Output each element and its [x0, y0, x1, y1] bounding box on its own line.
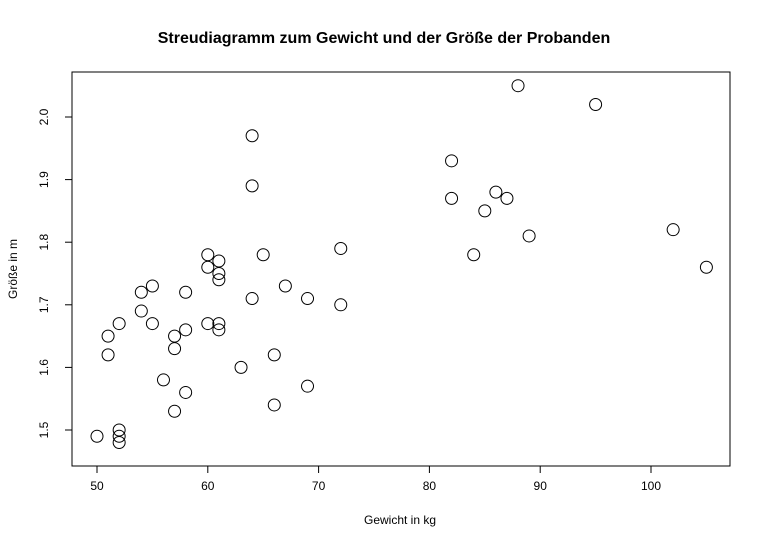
data-point — [201, 317, 215, 331]
data-point — [478, 204, 492, 218]
data-point — [256, 248, 270, 262]
data-point — [445, 191, 459, 205]
data-point — [666, 223, 680, 237]
x-tick-label: 70 — [312, 479, 326, 493]
chart-title: Streudiagramm zum Gewicht und der Größe … — [157, 30, 611, 47]
data-point — [489, 185, 503, 199]
data-point — [179, 323, 193, 337]
data-point — [212, 273, 226, 287]
data-point — [445, 154, 459, 168]
data-points — [90, 79, 713, 450]
data-point — [301, 292, 315, 306]
data-point — [179, 385, 193, 399]
x-tick-label: 80 — [423, 479, 437, 493]
x-tick-label: 100 — [641, 479, 661, 493]
data-point — [145, 279, 159, 293]
data-point — [101, 348, 115, 362]
data-point — [699, 260, 713, 274]
data-point — [90, 429, 104, 443]
data-point — [112, 429, 126, 443]
data-point — [201, 260, 215, 274]
data-point — [201, 248, 215, 262]
x-axis-label: Gewicht in kg — [363, 513, 437, 527]
data-point — [267, 348, 281, 362]
data-point — [112, 317, 126, 331]
y-tick-label: 1.9 — [37, 171, 51, 188]
data-point — [301, 379, 315, 393]
y-tick-label: 2.0 — [37, 108, 51, 125]
x-tick-label: 60 — [201, 479, 215, 493]
data-point — [334, 241, 348, 255]
data-point — [212, 317, 226, 331]
data-point — [245, 179, 259, 193]
data-point — [112, 436, 126, 450]
data-point — [334, 298, 348, 312]
y-tick-label: 1.5 — [37, 421, 51, 438]
y-tick-label: 1.7 — [37, 296, 51, 313]
data-point — [467, 248, 481, 262]
data-point — [156, 373, 170, 387]
data-point — [245, 129, 259, 143]
data-point — [134, 304, 148, 318]
data-point — [500, 191, 514, 205]
data-point — [522, 229, 536, 243]
data-point — [101, 329, 115, 343]
data-point — [267, 398, 281, 412]
data-point — [212, 267, 226, 280]
data-point — [168, 342, 182, 356]
data-point — [245, 292, 259, 306]
x-tick-label: 90 — [534, 479, 548, 493]
x-tick-label: 50 — [90, 479, 104, 493]
data-point — [112, 423, 126, 437]
y-axis: 1.5 1.6 1.7 1.8 1.9 2.0 — [37, 108, 72, 438]
data-point — [145, 317, 159, 331]
y-tick-label: 1.8 — [37, 234, 51, 251]
data-point — [212, 323, 226, 337]
data-point — [212, 254, 226, 268]
data-point — [234, 360, 248, 374]
data-point — [168, 329, 182, 343]
data-point — [168, 404, 182, 418]
data-point — [134, 285, 148, 299]
x-axis: 50 60 70 80 90 100 — [90, 465, 661, 493]
y-tick-label: 1.6 — [37, 359, 51, 376]
data-point — [179, 285, 193, 299]
data-point — [511, 79, 525, 93]
data-point — [278, 279, 292, 293]
data-point — [589, 97, 603, 111]
